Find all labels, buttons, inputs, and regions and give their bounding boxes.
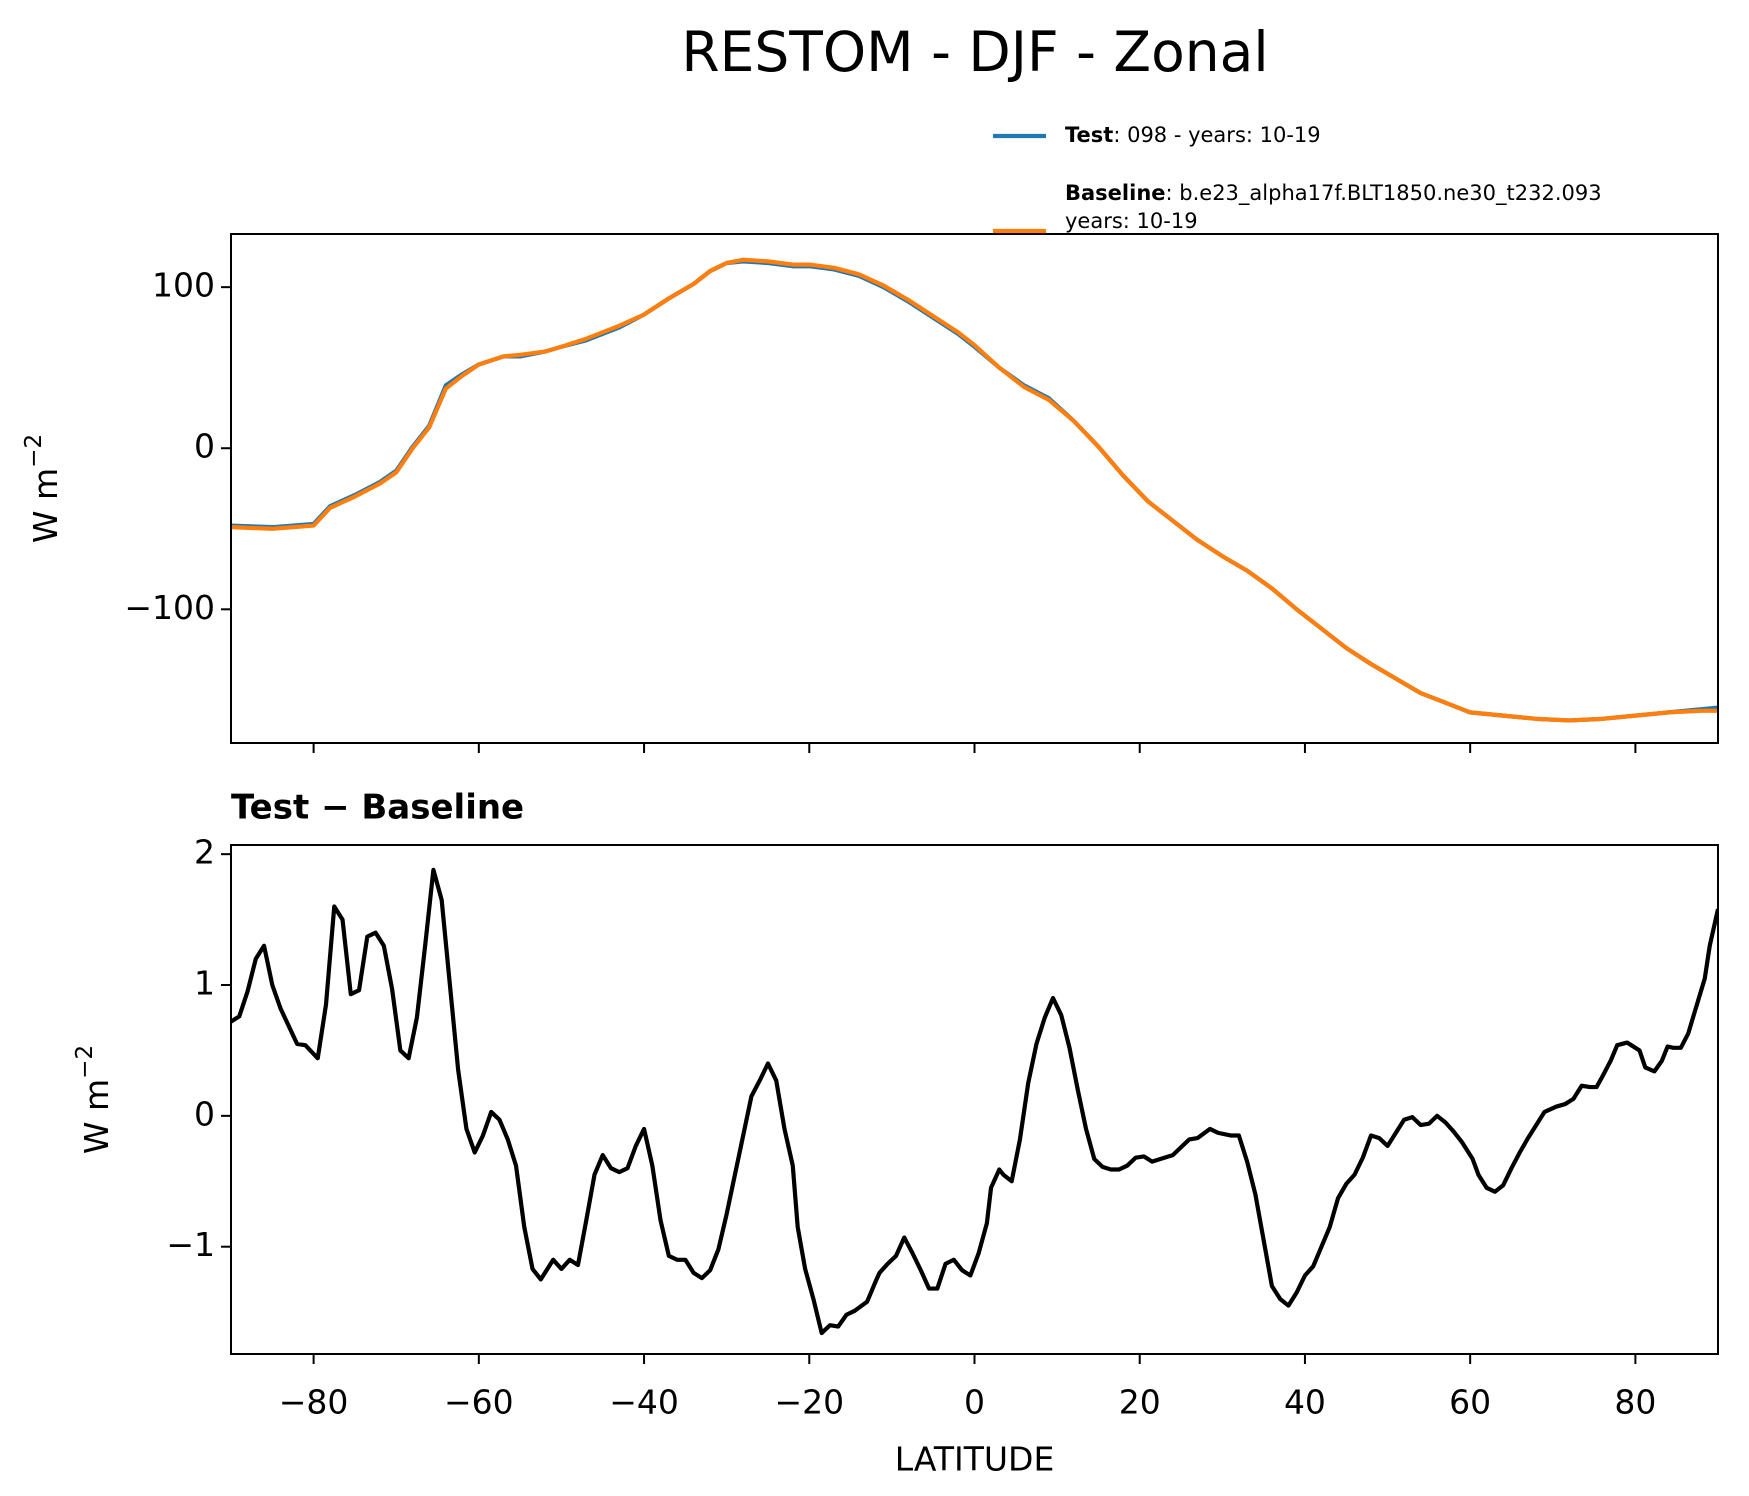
axes-frame — [230, 233, 1719, 744]
y-axis-label: W m−2 — [72, 1045, 116, 1154]
subplot-title: Test − Baseline — [231, 788, 524, 828]
data-line — [231, 867, 1718, 1336]
legend-description: years: 10-19 — [1065, 209, 1198, 233]
y-tick-label: 0 — [194, 427, 215, 466]
x-tick-label: 0 — [964, 1383, 985, 1422]
y-tick-label: −1 — [166, 1225, 215, 1264]
y-tick-label: 1 — [194, 964, 215, 1003]
x-tick-label: −40 — [609, 1383, 679, 1422]
y-tick-label: 100 — [152, 266, 215, 305]
y-axis-label: W m−2 — [21, 434, 65, 543]
x-axis-label: LATITUDE — [895, 1440, 1055, 1479]
y-tick-label: 0 — [194, 1094, 215, 1133]
data-line — [231, 259, 1718, 723]
x-tick-label: 60 — [1449, 1383, 1491, 1422]
figure-title: RESTOM - DJF - Zonal — [681, 20, 1268, 84]
y-axis-label-base: W m — [77, 1079, 116, 1154]
legend-entry: Baseline: b.e23_alpha17f.BLT1850.ne30_t2… — [1065, 181, 1602, 206]
axes-frame — [230, 844, 1719, 1355]
y-axis-label-exponent: −2 — [72, 1045, 98, 1079]
x-tick-label: −80 — [279, 1383, 349, 1422]
legend-name: Baseline — [1065, 181, 1166, 205]
x-tick-label: −60 — [444, 1383, 514, 1422]
legend-description: : b.e23_alpha17f.BLT1850.ne30_t232.093 — [1166, 181, 1602, 206]
legend-name: Test — [1065, 123, 1113, 147]
x-tick-label: 20 — [1119, 1383, 1161, 1422]
y-tick-label: 2 — [194, 833, 215, 872]
legend-entry: Test: 098 - years: 10-19 — [1065, 123, 1321, 147]
data-line — [231, 257, 1718, 723]
y-tick-label: −100 — [124, 588, 215, 627]
x-tick-label: 80 — [1614, 1383, 1656, 1422]
y-axis-label-base: W m — [26, 468, 65, 543]
x-tick-label: −20 — [774, 1383, 844, 1422]
y-axis-label-exponent: −2 — [21, 434, 47, 468]
x-tick-label: 40 — [1284, 1383, 1326, 1422]
legend-description: : 098 - years: 10-19 — [1113, 123, 1320, 147]
